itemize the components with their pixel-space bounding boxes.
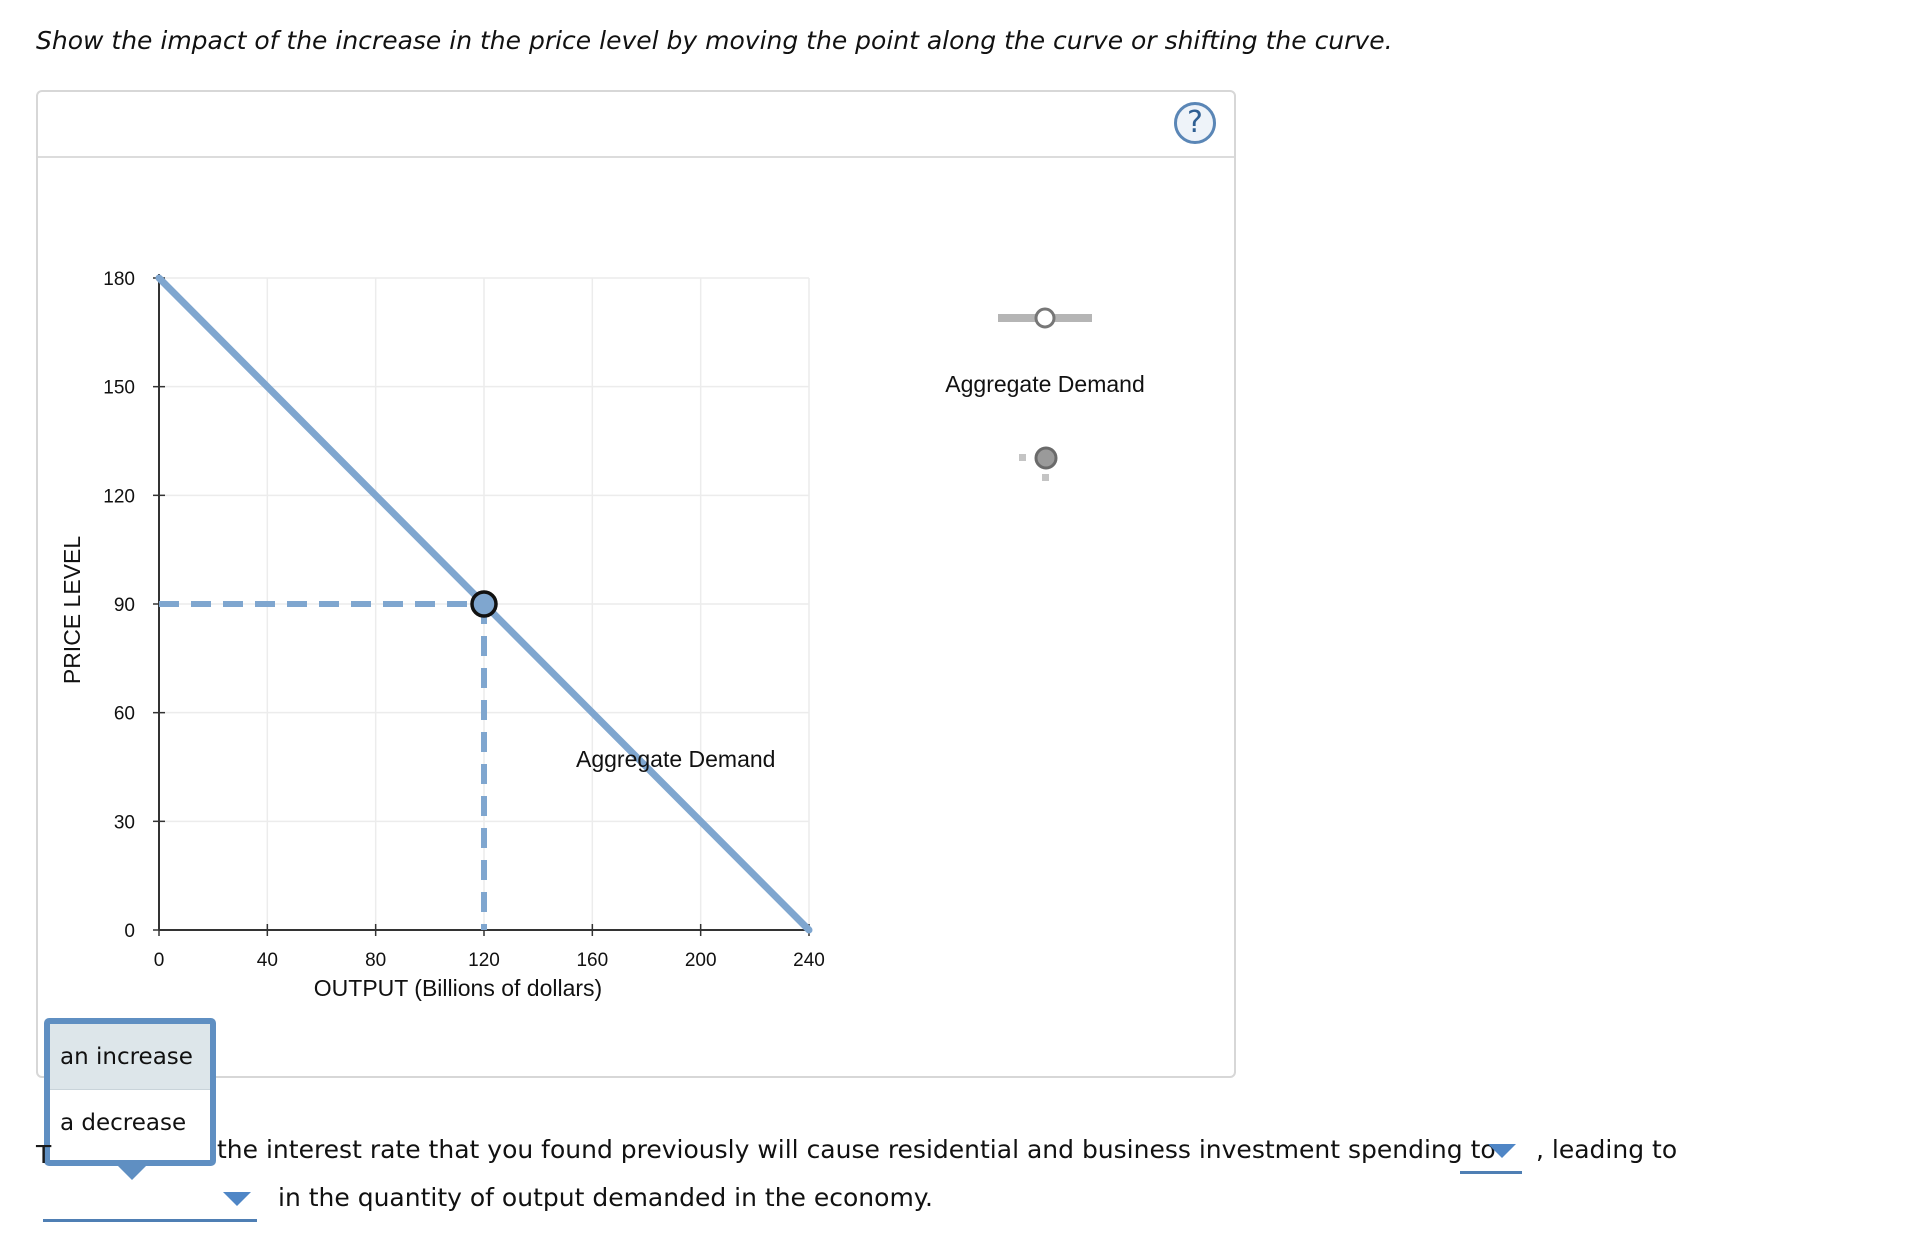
y-tick-label: 120 — [103, 486, 135, 507]
y-tick-label: 90 — [114, 595, 135, 616]
instruction-text: Show the impact of the increase in the p… — [36, 26, 1393, 55]
chart-marks — [159, 590, 498, 930]
dropdown-option-decrease[interactable]: a decrease — [60, 1110, 187, 1136]
graph-panel: ? 0 40 80 120 160 200 240 0 30 60 90 120 150 180 Aggr… — [36, 90, 1236, 1078]
chart-svg: 0 40 80 120 160 200 240 0 30 60 90 120 150 180 Aggreg… — [59, 269, 1145, 1001]
x-tick-label: 120 — [468, 950, 500, 971]
point-drawing-tool[interactable] — [1019, 446, 1058, 481]
y-tick-label: 30 — [114, 812, 135, 833]
y-axis-title: PRICE LEVEL — [59, 536, 85, 684]
sentence-part-2: , leading to — [1536, 1135, 1678, 1164]
chevron-down-icon — [223, 1192, 251, 1206]
equilibrium-point[interactable] — [470, 590, 498, 618]
sentence-start-fragment: T — [36, 1140, 52, 1169]
y-tick-label: 180 — [103, 269, 135, 290]
dropdown-menu: an increase a decrease — [44, 1018, 216, 1166]
chart-labels: Aggregate Demand OUTPUT (Billions of doll… — [59, 536, 775, 1001]
investment-spending-select[interactable] — [1460, 1136, 1522, 1174]
curve-label: Aggregate Demand — [576, 746, 775, 772]
y-tick-label: 60 — [114, 704, 135, 725]
line-drawing-tool[interactable] — [998, 307, 1092, 329]
graph-panel-header: ? — [38, 92, 1234, 158]
x-tick-label: 200 — [685, 950, 717, 971]
x-axis-title: OUTPUT (Billions of dollars) — [314, 975, 602, 1001]
x-tick-label: 160 — [576, 950, 608, 971]
x-tick-label: 0 — [154, 950, 165, 971]
y-tick-label: 0 — [124, 921, 135, 942]
dropdown-option-increase[interactable]: an increase — [50, 1024, 210, 1090]
chevron-down-icon — [1488, 1144, 1516, 1158]
x-tick-label: 80 — [365, 950, 386, 971]
chart-ticks: 0 40 80 120 160 200 240 0 30 60 90 120 150 180 — [103, 269, 825, 971]
x-tick-label: 40 — [257, 950, 278, 971]
x-tick-label: 240 — [793, 950, 825, 971]
help-button[interactable]: ? — [1174, 102, 1216, 144]
sentence-part-3: in the quantity of output demanded in th… — [278, 1183, 933, 1212]
y-tick-label: 150 — [103, 378, 135, 399]
output-demanded-select[interactable] — [43, 1184, 257, 1222]
line-tool-label: Aggregate Demand — [945, 371, 1144, 397]
dropdown-pointer — [117, 1165, 147, 1180]
sentence-part-1: the interest rate that you found previou… — [217, 1135, 1496, 1164]
